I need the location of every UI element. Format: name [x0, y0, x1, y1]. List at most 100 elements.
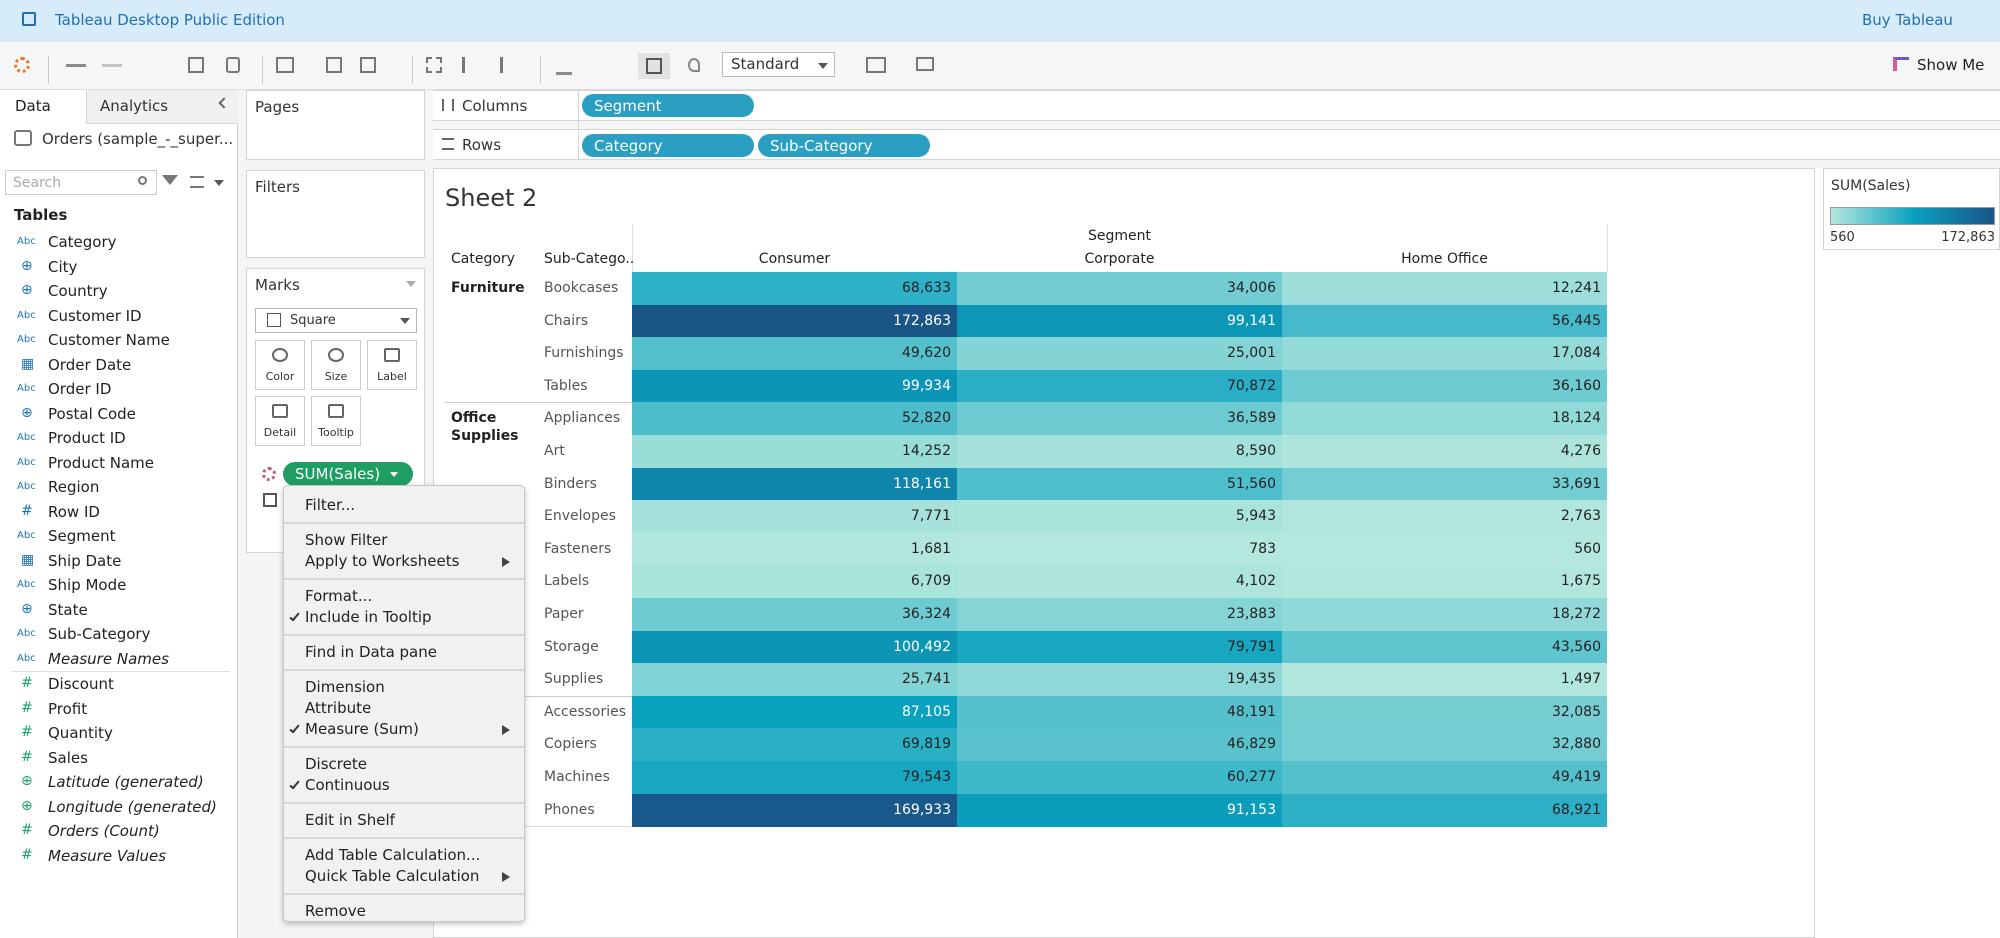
redo-button[interactable] [102, 64, 122, 67]
menu-item[interactable]: Edit in Shelf [305, 811, 395, 829]
menu-item[interactable]: Remove [305, 902, 366, 920]
heatmap-cell[interactable] [632, 467, 957, 501]
field[interactable]: Profit [48, 699, 88, 718]
heatmap-cell[interactable] [632, 369, 957, 403]
heatmap-cell[interactable] [957, 500, 1282, 534]
device-button[interactable] [916, 57, 934, 71]
field[interactable]: Latitude (generated) [48, 773, 204, 791]
tableau-logo[interactable] [14, 57, 30, 73]
menu-item[interactable]: Filter... [305, 496, 356, 514]
heatmap-cell[interactable] [957, 272, 1282, 306]
field[interactable]: Sales [48, 748, 88, 767]
row-pill[interactable]: Sub-Category [758, 134, 930, 157]
menu-item[interactable]: Dimension [305, 678, 385, 696]
heatmap-cell[interactable] [957, 728, 1282, 762]
heatmap-cell[interactable] [632, 500, 957, 534]
new-sheet-button[interactable] [276, 57, 294, 73]
menu-item[interactable]: Add Table Calculation... [305, 846, 481, 864]
heatmap-cell[interactable] [957, 761, 1282, 795]
announce-icon[interactable] [22, 12, 36, 26]
field[interactable]: Postal Code [48, 404, 136, 423]
heatmap-cell[interactable] [632, 565, 957, 599]
heatmap-cell[interactable] [632, 402, 957, 436]
show-me[interactable]: Show Me [1917, 56, 1985, 74]
heatmap-cell[interactable] [632, 598, 957, 632]
menu-item[interactable]: Format... [305, 587, 373, 605]
field[interactable]: Orders (Count) [48, 822, 160, 840]
menu-item[interactable]: Quick Table Calculation [305, 867, 480, 885]
heatmap-cell[interactable] [1282, 695, 1607, 729]
marks-caret[interactable] [406, 281, 416, 287]
heatmap-cell[interactable] [957, 369, 1282, 403]
heatmap-cell[interactable] [1282, 435, 1607, 469]
heatmap-cell[interactable] [1282, 467, 1607, 501]
filter-fields[interactable] [162, 175, 178, 185]
show-me-icon[interactable] [1893, 57, 1909, 71]
sort-asc-button[interactable] [462, 57, 478, 73]
menu-item[interactable]: Attribute [305, 699, 372, 717]
field[interactable]: Longitude (generated) [48, 797, 217, 816]
field[interactable]: Product ID [48, 429, 126, 447]
highlight-button[interactable] [556, 72, 572, 75]
heatmap-cell[interactable] [1282, 598, 1607, 632]
menu-item[interactable]: Continuous [305, 776, 390, 794]
heatmap-cell[interactable] [632, 630, 957, 664]
presentation-button[interactable] [866, 57, 886, 73]
pin-button[interactable] [688, 58, 700, 72]
clear-button[interactable] [360, 57, 376, 73]
field[interactable]: Measure Values [48, 846, 167, 865]
field[interactable]: Ship Date [48, 551, 122, 570]
heatmap-cell[interactable] [1282, 272, 1607, 306]
heatmap-cell[interactable] [957, 663, 1282, 697]
field[interactable]: Segment [48, 527, 116, 545]
field[interactable]: Customer ID [48, 306, 142, 325]
heatmap-cell[interactable] [957, 695, 1282, 729]
data-tab[interactable]: Data [15, 97, 51, 115]
pages-card[interactable] [246, 90, 425, 160]
mark-type-dropdown[interactable] [255, 308, 417, 333]
heatmap-cell[interactable] [632, 663, 957, 697]
heatmap-cell[interactable] [1282, 500, 1607, 534]
row-pill[interactable]: Category [582, 134, 754, 157]
field[interactable]: Quantity [48, 724, 113, 742]
fit-dropdown[interactable] [722, 52, 835, 77]
menu-item[interactable]: Apply to Worksheets [305, 552, 460, 570]
field[interactable]: Order Date [48, 355, 132, 374]
heatmap-cell[interactable] [957, 337, 1282, 371]
save-button[interactable] [188, 57, 204, 73]
column-pill[interactable]: Segment [582, 94, 754, 117]
field[interactable]: Region [48, 478, 100, 496]
heatmap-cell[interactable] [957, 435, 1282, 469]
heatmap-cell[interactable] [632, 532, 957, 566]
heatmap-cell[interactable] [1282, 402, 1607, 436]
heatmap-cell[interactable] [957, 793, 1282, 827]
menu-item[interactable]: Show Filter [305, 531, 388, 549]
heatmap-cell[interactable] [1282, 565, 1607, 599]
datasource-name[interactable]: Orders (sample_-_super... [42, 130, 234, 148]
sort-desc-button[interactable] [500, 57, 516, 73]
heatmap-cell[interactable] [632, 337, 957, 371]
field[interactable]: Discount [48, 675, 114, 693]
filters-card[interactable] [246, 170, 425, 258]
heatmap-cell[interactable] [1282, 630, 1607, 664]
field[interactable]: Sub-Category [48, 625, 151, 643]
labels-toggle[interactable] [646, 58, 662, 74]
heatmap-cell[interactable] [632, 435, 957, 469]
field[interactable]: Row ID [48, 502, 100, 521]
heatmap-cell[interactable] [1282, 532, 1607, 566]
field[interactable]: Country [48, 282, 108, 300]
swap-button[interactable] [426, 57, 442, 73]
view-caret[interactable] [214, 180, 224, 186]
heatmap-cell[interactable] [1282, 793, 1607, 827]
heatmap-cell[interactable] [1282, 663, 1607, 697]
heatmap-cell[interactable] [632, 304, 957, 338]
heatmap-cell[interactable] [1282, 761, 1607, 795]
heatmap-cell[interactable] [1282, 304, 1607, 338]
heatmap-cell[interactable] [1282, 369, 1607, 403]
heatmap-cell[interactable] [632, 272, 957, 306]
field[interactable]: Measure Names [48, 649, 169, 668]
field[interactable]: Order ID [48, 380, 112, 398]
heatmap-cell[interactable] [957, 402, 1282, 436]
view-toggle[interactable] [190, 176, 204, 188]
field[interactable]: Product Name [48, 453, 154, 472]
